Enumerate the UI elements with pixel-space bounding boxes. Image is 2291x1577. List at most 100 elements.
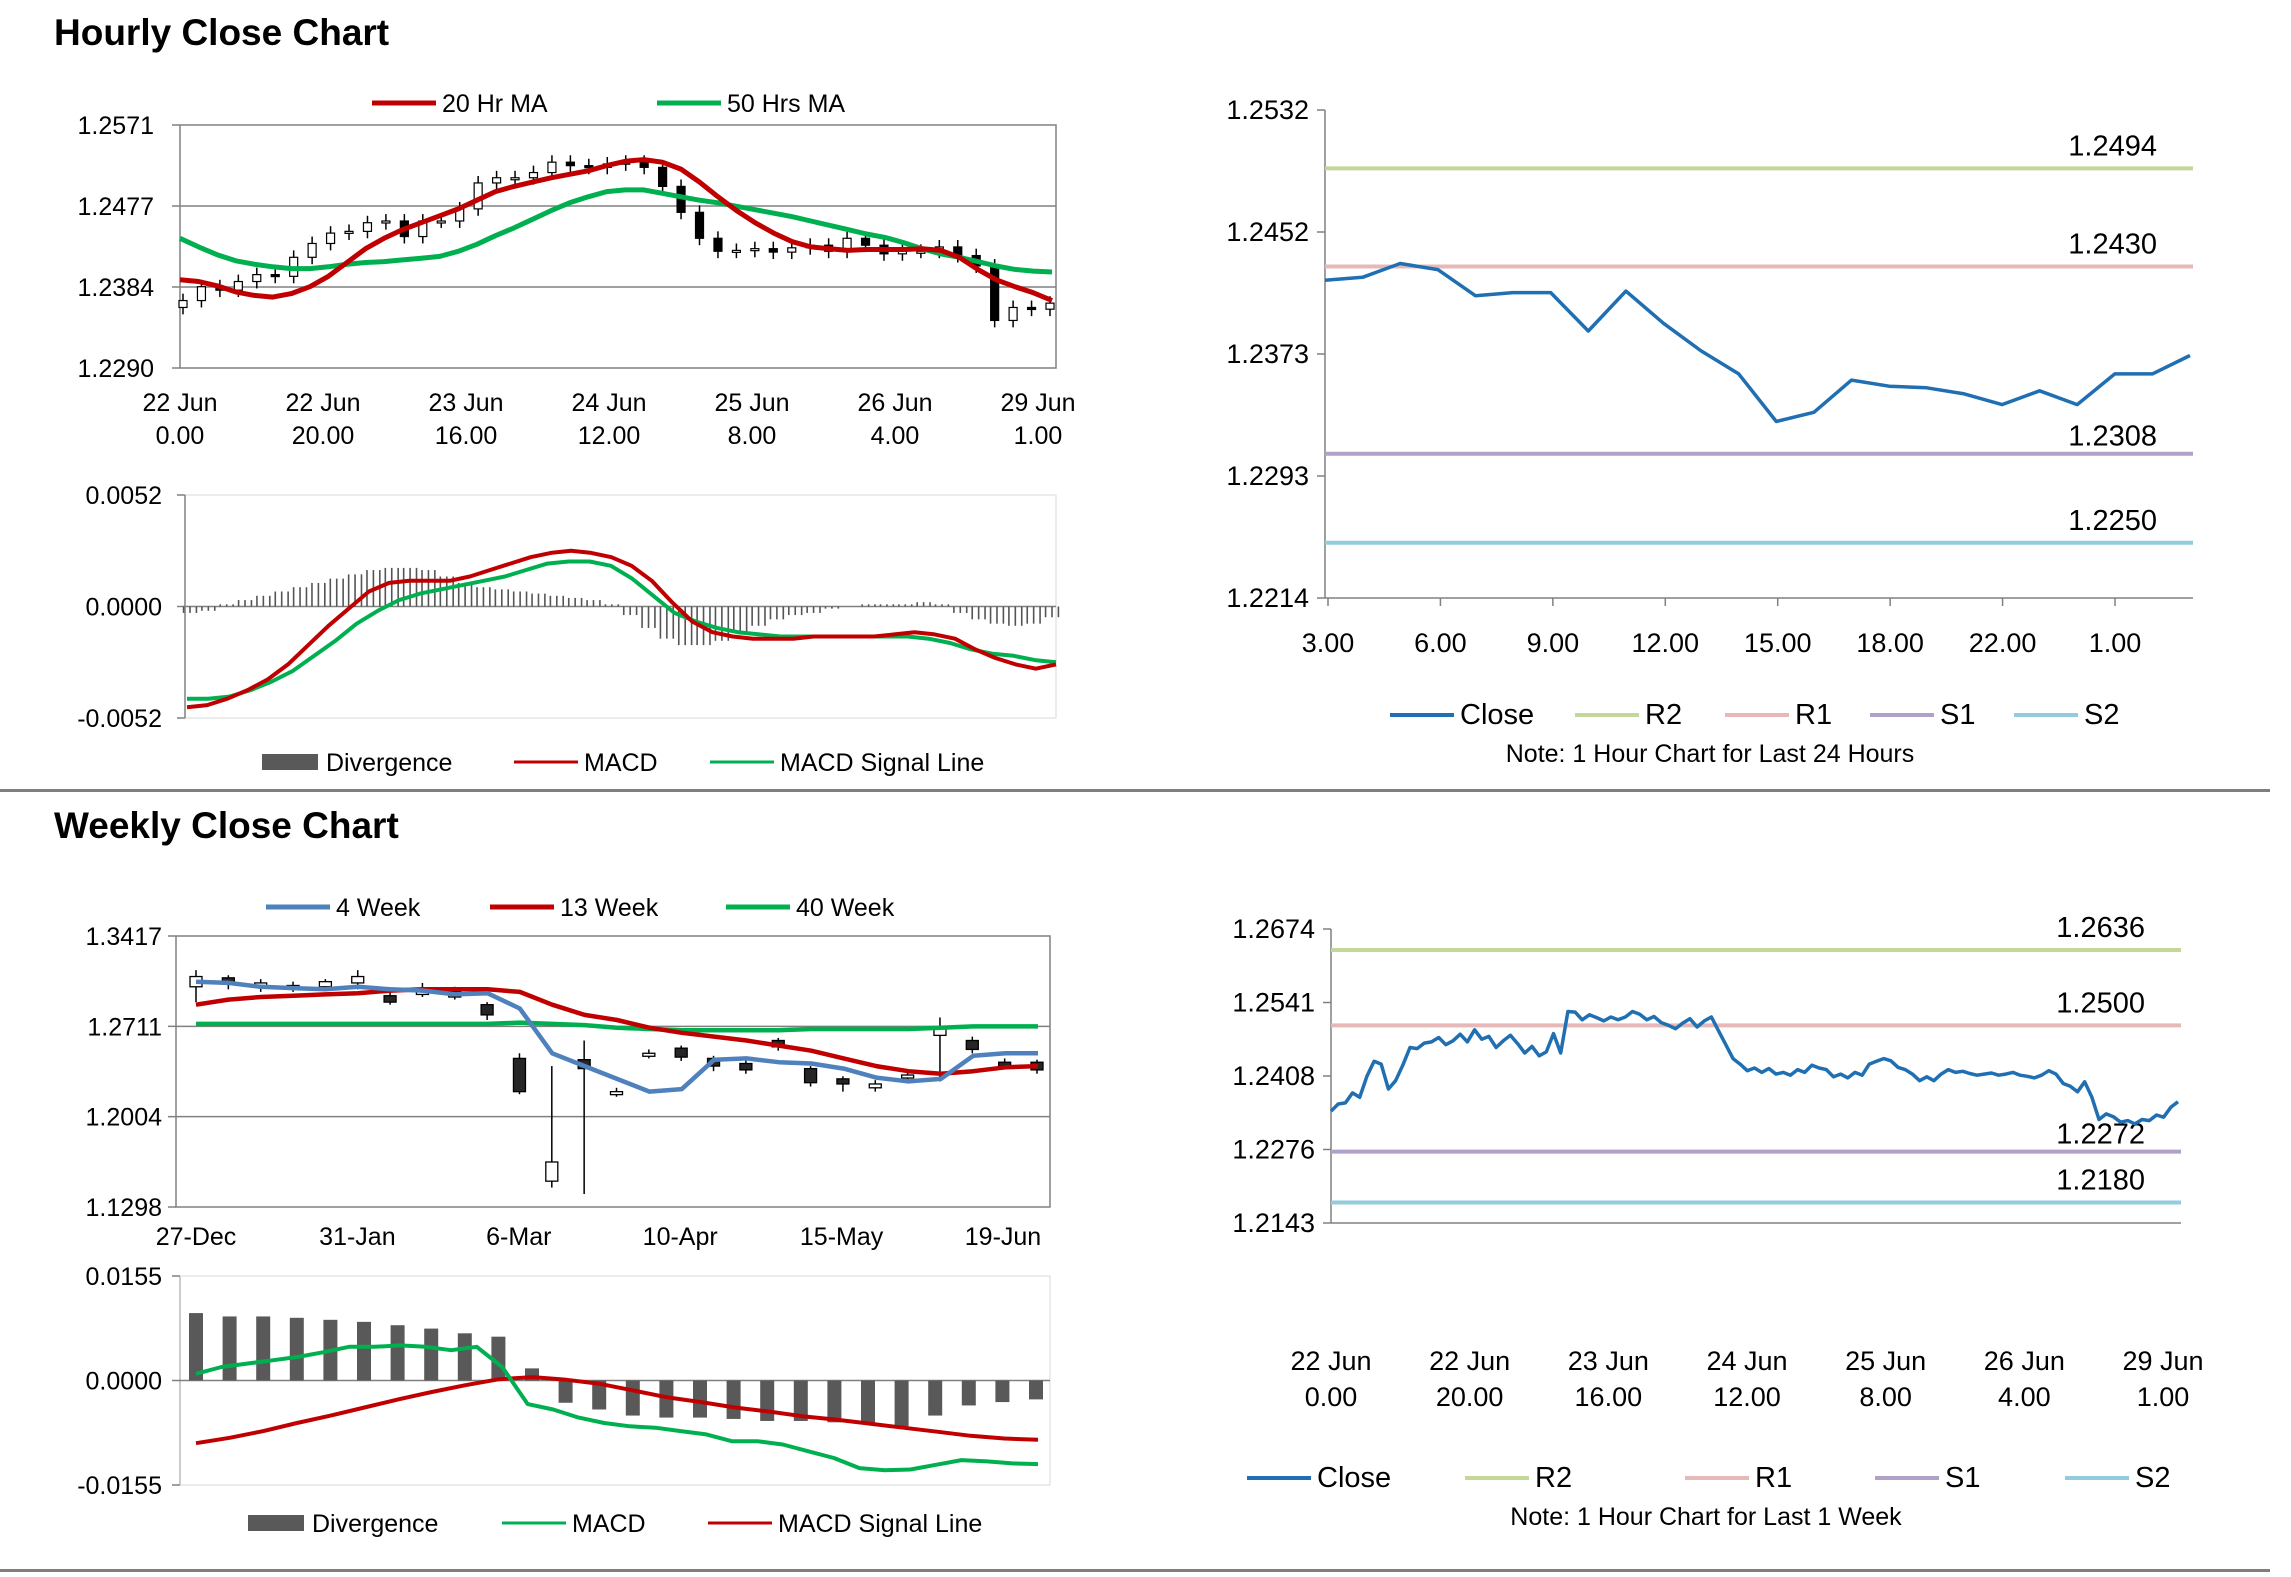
weekly-1w-legend-s2-label: S2 <box>2135 1462 2170 1494</box>
hourly-candle <box>307 242 317 258</box>
hourly-price-ytick-1: 1.2477 <box>78 193 154 221</box>
weekly-1w-xtick-date-2: 23 Jun <box>1568 1346 1649 1376</box>
weekly-1w-xtick-date-0: 22 Jun <box>1290 1346 1371 1376</box>
hourly-24h-xtick-3: 12.00 <box>1631 628 1699 658</box>
weekly-divergence-bar <box>256 1316 271 1381</box>
weekly-1w-legend-r2-label: R2 <box>1535 1462 1572 1494</box>
hourly-candle <box>233 280 243 291</box>
weekly-candle <box>674 1047 688 1058</box>
hourly-candle <box>436 220 446 224</box>
hourly-candle <box>860 237 871 246</box>
weekly-1w-legend-close-label: Close <box>1317 1462 1391 1494</box>
hourly-24h-xtick-6: 22.00 <box>1969 628 2037 658</box>
weekly-divergence-bar <box>357 1321 371 1381</box>
hourly-24h-legend-close-label: Close <box>1460 699 1534 731</box>
hourly-24h-xtick-7: 1.00 <box>2089 628 2142 658</box>
weekly-price-ytick-0: 1.3417 <box>86 923 162 951</box>
hourly-24h-close-line <box>1324 261 2191 424</box>
weekly-macd-ytick-1: 0.0000 <box>86 1368 162 1396</box>
hourly-price-xtick-date-6: 29 Jun <box>1000 389 1075 417</box>
hourly-price-xtick-time-4: 8.00 <box>728 422 777 450</box>
weekly-divergence-bar <box>961 1380 976 1406</box>
weekly-price-ytick-2: 1.2004 <box>86 1104 163 1132</box>
hourly-price-chart: 1.2571 1.2477 1.2384 1.2290 22 Jun 0.00 22 Jun… <box>78 90 1076 450</box>
hourly-macd-chart: 0.0052 0.0000 -0.0052 Divergence MACD MACD Si… <box>77 482 1060 777</box>
weekly-1w-level-s1-label: 1.2272 <box>2056 1119 2145 1151</box>
hourly-candle <box>731 249 742 253</box>
weekly-candle <box>868 1083 882 1089</box>
hourly-candle <box>990 265 1000 322</box>
weekly-1w-xtick-date-1: 22 Jun <box>1429 1346 1510 1376</box>
weekly-macd-line <box>195 1343 1039 1473</box>
hourly-24h-ytick-0: 1.2532 <box>1226 95 1309 125</box>
weekly-1w-xtick-time-5: 4.00 <box>1998 1382 2051 1412</box>
weekly-1w-level-r1-label: 1.2500 <box>2056 987 2145 1019</box>
hourly-candle <box>658 166 668 187</box>
weekly-legend-13wk-label: 13 Week <box>560 894 659 922</box>
hourly-price-xtick-date-5: 26 Jun <box>857 389 932 417</box>
weekly-divergence-bar <box>222 1316 237 1381</box>
hourly-candle <box>1026 306 1037 311</box>
weekly-price-xtick-1: 31-Jan <box>319 1223 395 1251</box>
hourly-macd-ytick-0: 0.0052 <box>86 482 162 510</box>
hourly-candle <box>325 232 336 245</box>
weekly-divergence-bar <box>592 1380 607 1410</box>
hourly-candle <box>196 286 207 302</box>
weekly-1w-xtick-date-3: 24 Jun <box>1706 1346 1787 1376</box>
weekly-candle <box>545 1161 559 1182</box>
hourly-price-plot-area <box>179 124 1057 369</box>
weekly-divergence-bar <box>894 1380 909 1427</box>
hourly-candle <box>639 161 649 168</box>
weekly-divergence-bar <box>189 1313 203 1381</box>
hourly-macd-ytick-1: 0.0000 <box>86 594 162 622</box>
weekly-candle <box>836 1078 850 1085</box>
hourly-24h-legend-s2-label: S2 <box>2084 699 2119 731</box>
weekly-divergence-bar <box>995 1380 1010 1403</box>
hourly-candle <box>491 177 502 184</box>
weekly-divergence-bar <box>928 1380 943 1416</box>
weekly-macd-legend-macd-label: MACD <box>572 1510 646 1538</box>
hourly-24h-note: Note: 1 Hour Chart for Last 24 Hours <box>1506 740 1915 768</box>
weekly-1w-level-r2-label: 1.2636 <box>2056 912 2145 944</box>
weekly-1w-xtick-date-6: 29 Jun <box>2122 1346 2203 1376</box>
weekly-divergence-bar <box>760 1380 775 1421</box>
hourly-24h-xtick-5: 18.00 <box>1856 628 1924 658</box>
weekly-price-ytick-3: 1.1298 <box>86 1194 162 1222</box>
weekly-price-plot-area <box>175 935 1051 1208</box>
weekly-price-xtick-4: 15-May <box>800 1223 884 1251</box>
weekly-divergence-bar <box>1029 1380 1043 1400</box>
hourly-price-xtick-date-3: 24 Jun <box>571 389 646 417</box>
weekly-1w-xtick-date-5: 26 Jun <box>1984 1346 2065 1376</box>
weekly-candle <box>609 1090 624 1096</box>
hourly-24h-legend-s1-label: S1 <box>1940 699 1975 731</box>
hourly-24h-legend-r1-label: R1 <box>1795 699 1832 731</box>
hourly-24h-level-r2-label: 1.2494 <box>2068 130 2157 162</box>
bottom-divider <box>0 1569 2270 1572</box>
weekly-1w-note: Note: 1 Hour Chart for Last 1 Week <box>1510 1503 1902 1531</box>
weekly-divergence-bar <box>793 1380 808 1421</box>
weekly-1w-xtick-date-4: 25 Jun <box>1845 1346 1926 1376</box>
weekly-1w-ytick-4: 1.2143 <box>1232 1208 1315 1238</box>
weekly-1w-close-line <box>1329 1009 2180 1126</box>
weekly-divergence-bar <box>558 1380 573 1403</box>
weekly-legend-4wk-label: 4 Week <box>336 894 421 922</box>
hourly-legend-20hr-ma-label: 20 Hr MA <box>442 90 548 118</box>
hourly-price-xtick-date-4: 25 Jun <box>714 389 789 417</box>
weekly-candle <box>351 975 365 984</box>
hourly-price-xtick-date-1: 22 Jun <box>285 389 360 417</box>
hourly-24h-ytick-4: 1.2214 <box>1226 583 1309 613</box>
weekly-1w-ytick-0: 1.2674 <box>1232 914 1315 944</box>
hourly-24h-xtick-4: 15.00 <box>1744 628 1812 658</box>
hourly-candle <box>547 161 557 174</box>
hourly-price-xtick-time-0: 0.00 <box>156 422 205 450</box>
hourly-price-xtick-time-6: 1.00 <box>1014 422 1063 450</box>
weekly-divergence-bar <box>390 1325 405 1381</box>
weekly-candle <box>318 981 333 988</box>
hourly-24h-xtick-0: 3.00 <box>1302 628 1355 658</box>
hourly-candle <box>381 220 391 224</box>
hourly-24h-level-r1-label: 1.2430 <box>2068 229 2157 261</box>
hourly-price-ytick-3: 1.2290 <box>78 355 154 383</box>
weekly-divergence-bar <box>625 1380 640 1416</box>
hourly-candle <box>750 248 760 252</box>
